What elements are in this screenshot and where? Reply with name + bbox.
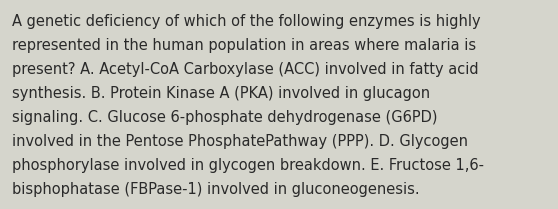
Text: present? A. Acetyl-CoA Carboxylase (ACC) involved in fatty acid: present? A. Acetyl-CoA Carboxylase (ACC)… xyxy=(12,62,479,77)
Text: phosphorylase involved in glycogen breakdown. E. Fructose 1,6-: phosphorylase involved in glycogen break… xyxy=(12,158,484,173)
Text: A genetic deficiency of which of the following enzymes is highly: A genetic deficiency of which of the fol… xyxy=(12,14,480,29)
Text: represented in the human population in areas where malaria is: represented in the human population in a… xyxy=(12,38,476,53)
Text: involved in the Pentose PhosphatePathway (PPP). D. Glycogen: involved in the Pentose PhosphatePathway… xyxy=(12,134,468,149)
Text: signaling. C. Glucose 6-phosphate dehydrogenase (G6PD): signaling. C. Glucose 6-phosphate dehydr… xyxy=(12,110,437,125)
Text: synthesis. B. Protein Kinase A (PKA) involved in glucagon: synthesis. B. Protein Kinase A (PKA) inv… xyxy=(12,86,430,101)
Text: bisphophatase (FBPase-1) involved in gluconeogenesis.: bisphophatase (FBPase-1) involved in glu… xyxy=(12,182,420,197)
